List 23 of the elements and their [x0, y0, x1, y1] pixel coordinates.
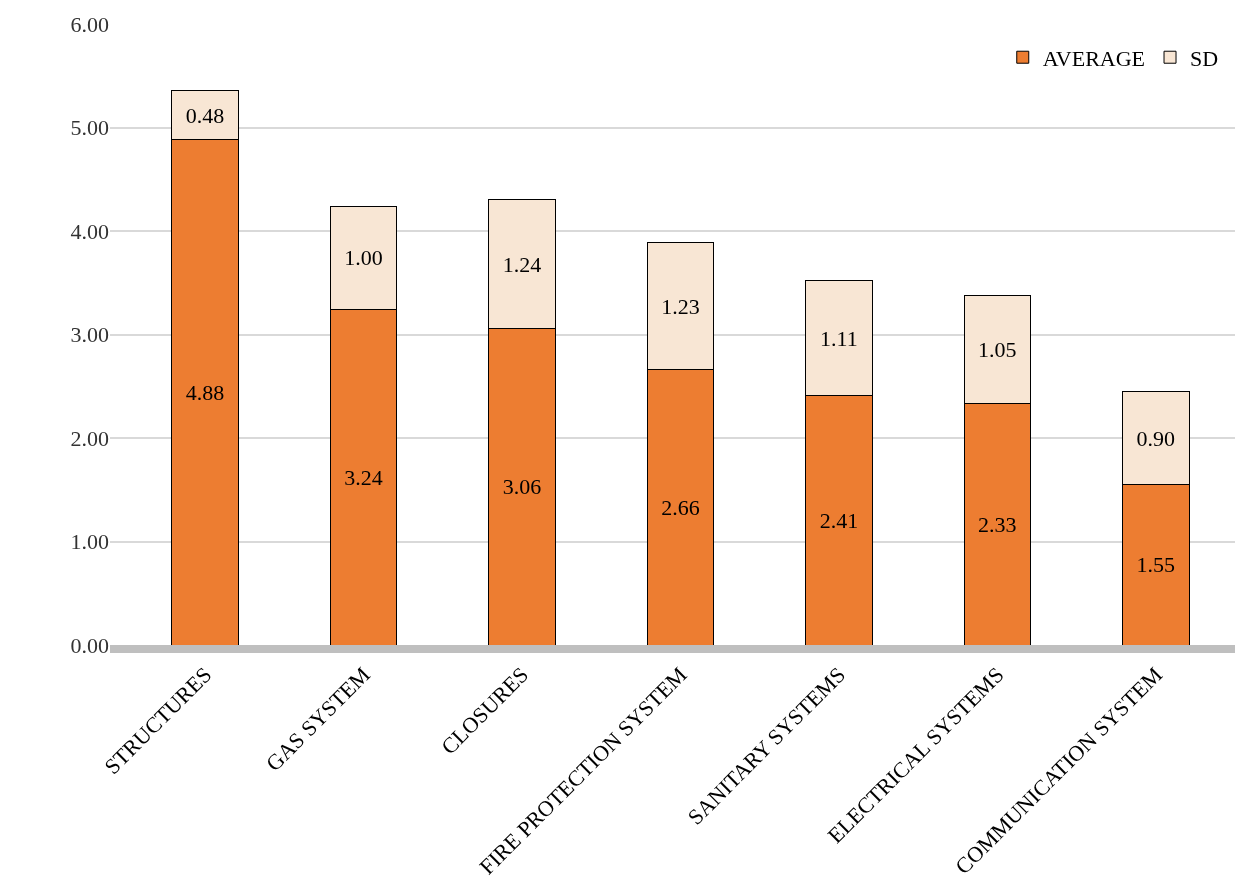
data-label: 0.90 — [1136, 425, 1176, 451]
data-label: 2.33 — [978, 511, 1017, 537]
y-tick-label: 0.00 — [70, 632, 109, 658]
data-label: 3.06 — [502, 474, 542, 500]
data-label: 3.24 — [344, 464, 383, 490]
y-tick-label: 2.00 — [70, 425, 109, 451]
data-label: 1.05 — [978, 337, 1017, 363]
data-label: 1.11 — [820, 325, 858, 351]
data-label: 2.66 — [661, 494, 700, 520]
y-tick-label: 4.00 — [70, 218, 109, 244]
y-tick-label: 5.00 — [70, 115, 109, 141]
legend-label: SD — [1190, 45, 1219, 71]
data-label: 1.24 — [502, 251, 542, 277]
data-label: 1.00 — [344, 245, 383, 271]
y-tick-label: 3.00 — [70, 322, 109, 348]
data-label: 1.23 — [661, 293, 700, 319]
y-tick-label: 6.00 — [70, 11, 109, 37]
legend-label: AVERAGE — [1042, 45, 1146, 71]
y-tick-label: 1.00 — [70, 529, 109, 555]
data-label: 0.48 — [185, 102, 225, 128]
data-label: 1.55 — [1136, 552, 1176, 578]
data-label: 2.41 — [819, 507, 859, 533]
data-label: 4.88 — [185, 379, 225, 405]
